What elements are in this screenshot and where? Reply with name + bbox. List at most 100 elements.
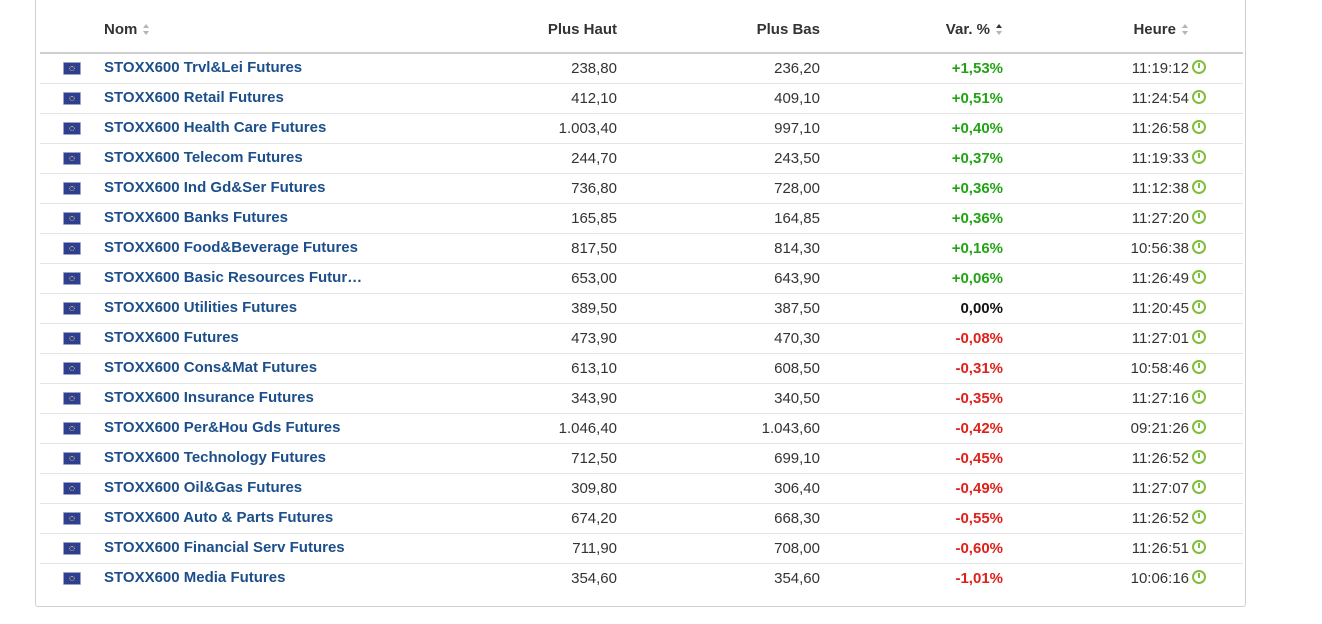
low-cell: 668,30: [617, 503, 820, 534]
status-cell: [1189, 173, 1243, 204]
status-cell: [1189, 503, 1243, 534]
instrument-link[interactable]: STOXX600 Per&Hou Gds Futures: [104, 419, 341, 436]
flag-cell: [40, 413, 104, 444]
low-cell: 409,10: [617, 83, 820, 114]
high-cell: 817,50: [404, 233, 617, 264]
time-cell: 10:56:38: [1003, 233, 1189, 264]
instrument-link[interactable]: STOXX600 Media Futures: [104, 569, 286, 586]
flag-cell: [40, 173, 104, 204]
status-cell: [1189, 383, 1243, 414]
change-cell: -0,45%: [820, 443, 1003, 474]
high-cell: 354,60: [571, 570, 617, 587]
status-cell: [1189, 143, 1243, 174]
flag-cell: [40, 143, 104, 174]
high-cell: 613,10: [404, 353, 617, 384]
flag-cell: [40, 203, 104, 234]
sort-asc-icon: [995, 23, 1003, 35]
instrument-name-cell: STOXX600 Banks Futures: [104, 203, 404, 234]
low-cell: 243,50: [617, 143, 820, 174]
clock-icon: [1192, 570, 1206, 585]
instrument-link[interactable]: STOXX600 Auto & Parts Futures: [104, 509, 334, 526]
instrument-link[interactable]: STOXX600 Oil&Gas Futures: [104, 479, 303, 496]
time-cell: 11:12:38: [1003, 173, 1189, 204]
status-cell: [1189, 203, 1243, 234]
low-cell: 708,00: [617, 533, 820, 564]
header-time[interactable]: Heure: [1003, 15, 1189, 54]
flag-cell: [40, 53, 104, 84]
low-cell: 997,10: [617, 113, 820, 144]
instrument-name-cell: STOXX600 Auto & Parts Futures: [104, 503, 404, 534]
high-cell: 674,20: [404, 503, 617, 534]
time-cell: 11:19:12: [1003, 53, 1189, 84]
low-cell: 236,20: [617, 53, 820, 84]
table-row: STOXX600 Media Futures 354,60 354,60 -1,01%…: [40, 564, 1243, 594]
time-cell: 11:27:01: [1003, 323, 1189, 354]
header-change[interactable]: Var. %: [820, 15, 1003, 54]
time-cell: 11:24:54: [1003, 83, 1189, 114]
change-cell: -0,49%: [820, 473, 1003, 504]
instrument-link[interactable]: STOXX600 Trvl&Lei Futures: [104, 59, 303, 76]
time-cell: 11:26:49: [1003, 263, 1189, 294]
instrument-link[interactable]: STOXX600 Utilities Futures: [104, 299, 298, 316]
instrument-link[interactable]: STOXX600 Food&Beverage Futures: [104, 239, 358, 256]
low-cell: 387,50: [617, 293, 820, 324]
instrument-link[interactable]: STOXX600 Financial Serv Futures: [104, 539, 345, 556]
low-cell: 354,60: [774, 570, 820, 587]
status-cell: [1189, 323, 1243, 354]
change-cell: -0,31%: [820, 353, 1003, 384]
instrument-name-cell: STOXX600 Insurance Futures: [104, 383, 404, 414]
clock-icon: [1192, 330, 1206, 345]
eu-flag-icon: [63, 61, 81, 75]
flag-cell: [40, 113, 104, 144]
sort-icon: [142, 23, 150, 35]
time-cell: 11:26:51: [1003, 533, 1189, 564]
flag-cell: [40, 473, 104, 504]
high-cell: 343,90: [404, 383, 617, 414]
low-cell: 699,10: [617, 443, 820, 474]
instrument-link[interactable]: STOXX600 Health Care Futures: [104, 119, 327, 136]
status-cell: [1189, 353, 1243, 384]
instrument-name-cell: STOXX600 Media Futures: [104, 564, 404, 594]
clock-icon: [1192, 270, 1206, 285]
instrument-link[interactable]: STOXX600 Technology Futures: [104, 449, 326, 466]
instrument-link[interactable]: STOXX600 Retail Futures: [104, 89, 284, 106]
time-cell: 11:26:58: [1003, 113, 1189, 144]
flag-cell: [40, 293, 104, 324]
status-cell: [1189, 113, 1243, 144]
status-cell: [1189, 233, 1243, 264]
table-row: STOXX600 Telecom Futures 244,70 243,50 +0,3…: [40, 143, 1243, 174]
instrument-link[interactable]: STOXX600 Basic Resources Futur…: [104, 269, 363, 286]
clock-icon: [1192, 60, 1206, 75]
header-name[interactable]: Nom: [104, 15, 404, 54]
low-cell: 340,50: [617, 383, 820, 414]
header-flag: [40, 15, 104, 54]
eu-flag-icon: [63, 241, 81, 255]
change-cell: -0,55%: [820, 503, 1003, 534]
clock-icon: [1192, 150, 1206, 165]
flag-cell: [40, 323, 104, 354]
status-cell: [1189, 293, 1243, 324]
flag-cell: [40, 383, 104, 414]
eu-flag-icon: [63, 271, 81, 285]
instrument-link[interactable]: STOXX600 Banks Futures: [104, 209, 288, 226]
sort-icon: [1181, 23, 1189, 35]
high-cell: 473,90: [404, 323, 617, 354]
change-cell: +1,53%: [820, 53, 1003, 84]
change-cell: -0,08%: [820, 323, 1003, 354]
table-row: STOXX600 Retail Futures 412,10 409,10 +0,51…: [40, 83, 1243, 114]
header-low: Plus Bas: [617, 15, 820, 54]
instrument-link[interactable]: STOXX600 Cons&Mat Futures: [104, 359, 318, 376]
instrument-link[interactable]: STOXX600 Telecom Futures: [104, 149, 303, 166]
instrument-link[interactable]: STOXX600 Futures: [104, 329, 239, 346]
instrument-link[interactable]: STOXX600 Insurance Futures: [104, 389, 314, 406]
time-cell: 11:27:20: [1003, 203, 1189, 234]
high-cell: 389,50: [404, 293, 617, 324]
instrument-link[interactable]: STOXX600 Ind Gd&Ser Futures: [104, 179, 326, 196]
high-cell: 736,80: [404, 173, 617, 204]
low-cell: 814,30: [617, 233, 820, 264]
change-cell: 0,00%: [820, 293, 1003, 324]
status-cell: [1189, 473, 1243, 504]
table-row: STOXX600 Technology Futures 712,50 699,10-…: [40, 443, 1243, 474]
table-row: STOXX600 Oil&Gas Futures 309,80 306,40 -0,4…: [40, 473, 1243, 504]
eu-flag-icon: [63, 421, 81, 435]
